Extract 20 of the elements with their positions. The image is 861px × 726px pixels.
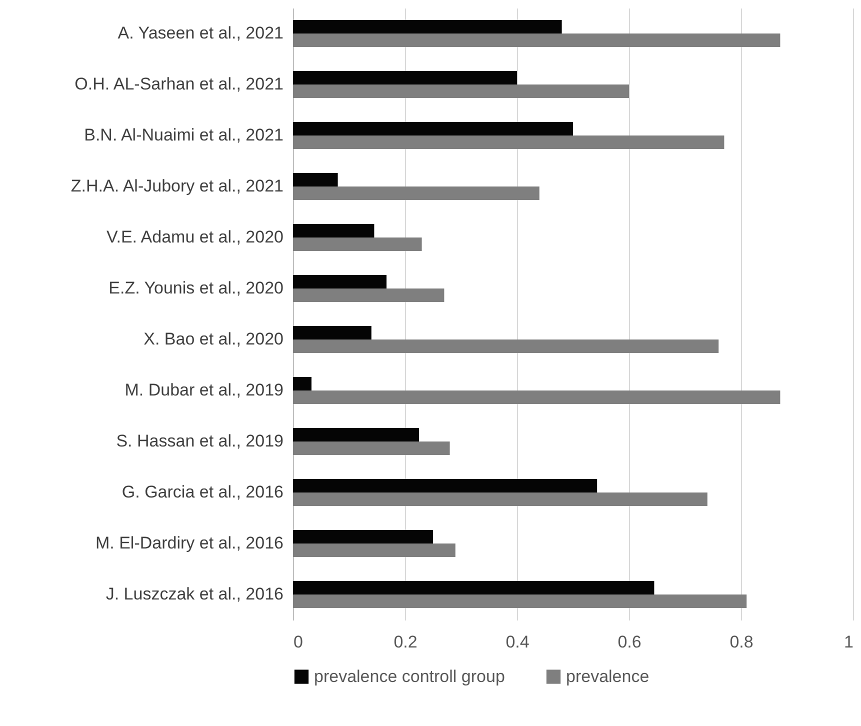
y-tick-label: X. Bao et al., 2020 (144, 330, 284, 348)
y-tick-label: M. El-Dardiry et al., 2016 (95, 534, 284, 552)
legend-label: prevalence (566, 666, 650, 686)
x-tick-label: 0.8 (730, 632, 754, 652)
y-tick-label: M. Dubar et al., 2019 (124, 380, 284, 400)
x-tick-label: 0.2 (394, 632, 418, 652)
y-tick-label: E.Z. Younis et al., 2020 (108, 278, 284, 298)
x-tick-label: 0.6 (618, 632, 642, 652)
legend-label: prevalence controll group (314, 666, 505, 686)
y-tick-label: S. Hassan et al., 2019 (116, 432, 284, 450)
y-tick-label: G. Garcia et al., 2016 (122, 482, 284, 502)
x-tick-label: 1 (844, 632, 854, 652)
x-tick-label: 0.4 (506, 632, 530, 652)
y-tick-label: B.N. Al-Nuaimi et al., 2021 (84, 126, 284, 144)
y-tick-label: A. Yaseen et al., 2021 (118, 24, 284, 42)
y-tick-label: O.H. AL-Sarhan et al., 2021 (74, 74, 284, 94)
y-tick-label: V.E. Adamu et al., 2020 (106, 228, 284, 246)
y-tick-label: J. Luszczak et al., 2016 (106, 584, 284, 604)
y-tick-label: Z.H.A. Al-Jubory et al., 2021 (70, 176, 284, 196)
x-tick-label: 0 (294, 632, 303, 652)
